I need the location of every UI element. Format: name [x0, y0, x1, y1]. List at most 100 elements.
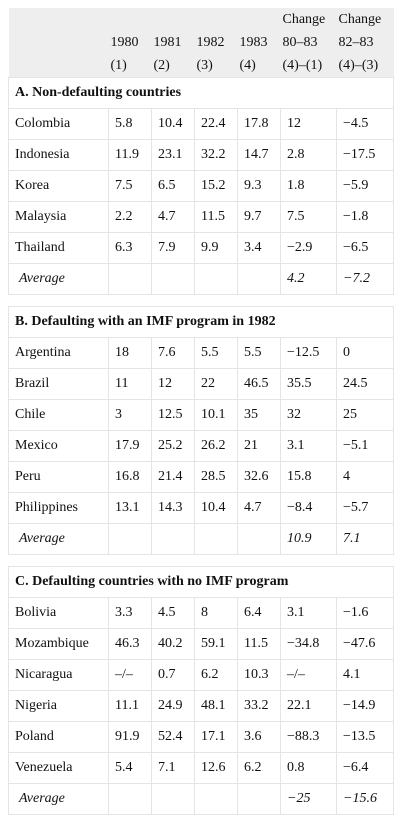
value: 7.1: [151, 752, 195, 784]
value: 52.4: [151, 721, 195, 753]
data-row: Mexico 17.9 25.2 26.2 21 3.1 −5.1: [8, 430, 394, 462]
value: −14.9: [336, 690, 394, 722]
header-cell: [151, 8, 195, 31]
value: −8.4: [280, 492, 337, 524]
average-label: Average: [8, 263, 109, 295]
value: −5.7: [336, 492, 394, 524]
header-row: (1) (2) (3) (4) (4)–(1) (4)–(3): [8, 54, 394, 78]
value: −5.1: [336, 430, 394, 462]
data-row: Venezuela 5.4 7.1 12.6 6.2 0.8 −6.4: [8, 752, 394, 784]
data-row: Poland 91.9 52.4 17.1 3.6 −88.3 −13.5: [8, 721, 394, 753]
value: 6.3: [108, 232, 152, 264]
value: 5.5: [237, 337, 281, 369]
value: −34.8: [280, 628, 337, 660]
value: 10.4: [151, 108, 195, 140]
value: 22: [194, 368, 238, 400]
value: 11.1: [108, 690, 152, 722]
value: –/–: [280, 659, 337, 691]
spacer-row: [8, 294, 394, 307]
value: 17.9: [108, 430, 152, 462]
value: 33.2: [237, 690, 281, 722]
header-change: Change: [280, 8, 337, 31]
data-row: Nicaragua –/– 0.7 6.2 10.3 –/– 4.1: [8, 659, 394, 691]
value: 35: [237, 399, 281, 431]
value: 16.8: [108, 461, 152, 493]
country: Korea: [8, 170, 109, 202]
value: 12: [151, 368, 195, 400]
header-column-number: (4)–(3): [336, 54, 394, 78]
data-row: Chile 3 12.5 10.1 35 32 25: [8, 399, 394, 431]
value: 3.6: [237, 721, 281, 753]
header-cell: [108, 8, 152, 31]
country: Colombia: [8, 108, 109, 140]
header-column: 82–83: [336, 31, 394, 54]
value: 6.4: [237, 597, 281, 629]
header-row: 1980 1981 1982 1983 80–83 82–83: [8, 31, 394, 54]
spacer-row: [8, 554, 394, 567]
average-value: 4.2: [280, 263, 337, 295]
average-row: Average 10.9 7.1: [8, 523, 394, 555]
average-row: Average −25 −15.6: [8, 783, 394, 815]
value: −4.5: [336, 108, 394, 140]
header-column: 1983: [237, 31, 281, 54]
country: Thailand: [8, 232, 109, 264]
empty: [108, 263, 152, 295]
header-column-number: (1): [108, 54, 152, 78]
value: 9.7: [237, 201, 281, 233]
value: 4.5: [151, 597, 195, 629]
data-row: Korea 7.5 6.5 15.2 9.3 1.8 −5.9: [8, 170, 394, 202]
header-cell: [8, 54, 109, 78]
value: 8: [194, 597, 238, 629]
header-cell: [237, 8, 281, 31]
value: −5.9: [336, 170, 394, 202]
average-value: −15.6: [336, 783, 394, 815]
value: −12.5: [280, 337, 337, 369]
value: 21.4: [151, 461, 195, 493]
value: 23.1: [151, 139, 195, 171]
country: Nigeria: [8, 690, 109, 722]
empty: [151, 783, 195, 815]
value: 15.2: [194, 170, 238, 202]
value: 2.2: [108, 201, 152, 233]
value: 4.7: [151, 201, 195, 233]
header-column-number: (4): [237, 54, 281, 78]
value: 32: [280, 399, 337, 431]
header-cell: [194, 8, 238, 31]
value: 11.9: [108, 139, 152, 171]
data-row: Thailand 6.3 7.9 9.9 3.4 −2.9 −6.5: [8, 232, 394, 264]
value: 40.2: [151, 628, 195, 660]
value: 5.5: [194, 337, 238, 369]
section-row: B. Defaulting with an IMF program in 198…: [8, 306, 394, 338]
value: 17.1: [194, 721, 238, 753]
header-column-number: (4)–(1): [280, 54, 337, 78]
country: Peru: [8, 461, 109, 493]
data-row: Colombia 5.8 10.4 22.4 17.8 12 −4.5: [8, 108, 394, 140]
country: Venezuela: [8, 752, 109, 784]
header-column-number: (2): [151, 54, 195, 78]
section-title: C. Defaulting countries with no IMF prog…: [8, 566, 394, 598]
country: Malaysia: [8, 201, 109, 233]
value: 12: [280, 108, 337, 140]
section-title: A. Non-defaulting countries: [8, 77, 394, 109]
value: −13.5: [336, 721, 394, 753]
spacer: [8, 554, 394, 567]
value: 3: [108, 399, 152, 431]
value: 4.1: [336, 659, 394, 691]
country: Indonesia: [8, 139, 109, 171]
value: 24.9: [151, 690, 195, 722]
average-value: 7.1: [336, 523, 394, 555]
value: 12.6: [194, 752, 238, 784]
value: 10.4: [194, 492, 238, 524]
data-row: Argentina 18 7.6 5.5 5.5 −12.5 0: [8, 337, 394, 369]
average-value: 10.9: [280, 523, 337, 555]
value: −17.5: [336, 139, 394, 171]
empty: [237, 783, 281, 815]
value: 2.8: [280, 139, 337, 171]
value: 25: [336, 399, 394, 431]
value: 91.9: [108, 721, 152, 753]
value: −47.6: [336, 628, 394, 660]
value: 6.2: [237, 752, 281, 784]
value: 6.5: [151, 170, 195, 202]
country: Poland: [8, 721, 109, 753]
value: 21: [237, 430, 281, 462]
